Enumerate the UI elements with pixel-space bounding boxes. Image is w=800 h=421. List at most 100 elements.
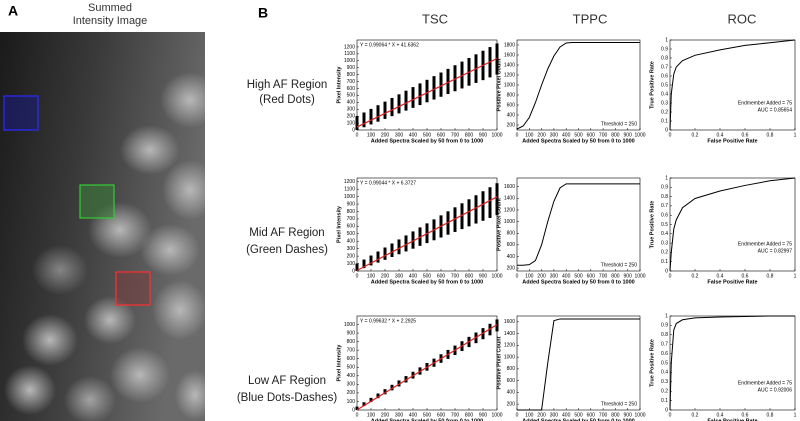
x-tick-label: 0.6 (742, 132, 749, 138)
x-tick-label: 100 (367, 412, 376, 418)
y-axis-label: Positive Pixel Count (496, 58, 502, 111)
y-tick-label: 0.7 (661, 203, 668, 209)
x-tick-label: 1000 (634, 132, 645, 138)
x-axis-label: Added Spectra Scaled by 50 from 0 to 100… (522, 138, 635, 144)
y-tick-label: 1600 (504, 184, 515, 190)
x-axis-label: False Positive Rate (707, 138, 757, 144)
row-label: High AF Region (247, 79, 328, 91)
y-tick-label: 1200 (504, 72, 515, 78)
y-tick-label: 200 (347, 253, 356, 259)
x-tick-label: 0.8 (767, 132, 774, 138)
x-tick-label: 0 (669, 412, 672, 418)
y-tick-label: 200 (347, 113, 356, 119)
x-tick-label: 0 (669, 273, 672, 279)
y-tick-label: 1400 (504, 196, 515, 202)
plot-frame (516, 39, 641, 131)
x-tick-label: 0 (356, 273, 359, 279)
x-tick-label: 1 (794, 273, 797, 279)
x-tick-label: 0 (516, 412, 519, 418)
annotation: AUC = 0.85654 (758, 107, 793, 113)
x-tick-label: 800 (465, 273, 474, 279)
row-label: (Green Dashes) (246, 244, 328, 256)
x-tick-label: 1 (794, 132, 797, 138)
x-tick-label: 0.6 (742, 412, 749, 418)
y-tick-label: 0.3 (661, 240, 668, 246)
x-tick-label: 900 (624, 273, 633, 279)
plot-frame (669, 39, 796, 131)
x-tick-label: 500 (574, 273, 583, 279)
y-tick-label: 1600 (504, 319, 515, 325)
x-axis-label: Added Spectra Scaled by 50 from 0 to 100… (522, 418, 635, 421)
x-tick-label: 0.4 (717, 273, 724, 279)
x-tick-label: 0 (516, 273, 519, 279)
y-tick-label: 500 (347, 365, 356, 371)
y-axis-label: True Positive Rate (649, 61, 655, 109)
y-tick-label: 800 (347, 72, 356, 78)
y-tick-label: 1000 (504, 219, 515, 225)
y-tick-label: 1400 (504, 331, 515, 337)
x-tick-label: 700 (599, 273, 608, 279)
column-header: TSC (422, 11, 448, 26)
y-tick-label: 0.4 (661, 370, 668, 376)
y-tick-label: 800 (347, 209, 356, 215)
y-tick-label: 700 (347, 216, 356, 222)
y-tick-label: 900 (347, 65, 356, 71)
x-tick-label: 0.8 (767, 273, 774, 279)
x-tick-label: 700 (451, 132, 460, 138)
equation: Y = 0.99064 * X + 41.6362 (360, 42, 419, 48)
y-tick-label: 0.1 (661, 259, 668, 265)
plot-frame (669, 177, 796, 272)
y-tick-label: 600 (347, 224, 356, 230)
y-tick-label: 0.6 (661, 73, 668, 79)
x-tick-label: 800 (611, 132, 620, 138)
x-tick-label: 1000 (634, 412, 645, 418)
x-tick-label: 700 (599, 412, 608, 418)
y-axis-label: True Positive Rate (649, 201, 655, 249)
x-tick-label: 600 (437, 412, 446, 418)
y-tick-label: 0.7 (661, 64, 668, 70)
y-tick-label: 0.4 (661, 231, 668, 237)
y-tick-label: 200 (507, 401, 516, 407)
y-tick-label: 0.2 (661, 250, 668, 256)
x-tick-label: 400 (409, 273, 418, 279)
y-tick-label: 0.8 (661, 55, 668, 61)
annotation: AUC = 0.82997 (758, 248, 793, 254)
y-tick-label: 400 (507, 112, 516, 118)
y-tick-label: 0.1 (661, 118, 668, 124)
y-tick-label: 0 (352, 127, 355, 133)
x-tick-label: 400 (562, 132, 571, 138)
y-tick-label: 1200 (344, 179, 355, 185)
curve (669, 315, 795, 411)
x-axis-label: Added Spectra Scaled by 50 from 0 to 100… (522, 279, 635, 285)
y-tick-label: 0.5 (661, 222, 668, 228)
x-tick-label: 1 (794, 412, 797, 418)
x-tick-label: 700 (451, 273, 460, 279)
x-tick-label: 100 (367, 132, 376, 138)
x-tick-label: 400 (409, 132, 418, 138)
y-tick-label: 0 (665, 268, 668, 274)
y-tick-label: 800 (507, 92, 516, 98)
x-tick-label: 600 (437, 273, 446, 279)
y-tick-label: 0 (665, 127, 668, 133)
panel-letter: A (8, 3, 18, 19)
x-tick-label: 400 (409, 412, 418, 418)
y-tick-label: 200 (507, 122, 516, 128)
column-header: TPPC (573, 11, 608, 26)
y-tick-label: 400 (507, 390, 516, 396)
y-tick-label: 600 (347, 356, 356, 362)
annotation: AUC = 0.92006 (758, 387, 793, 393)
y-axis-label: Pixel Intensity (336, 66, 342, 104)
x-tick-label: 400 (562, 273, 571, 279)
x-tick-label: 300 (550, 273, 559, 279)
x-tick-label: 500 (423, 273, 432, 279)
intensity-image (0, 32, 205, 421)
plot-frame (516, 177, 641, 272)
y-tick-label: 0.9 (661, 46, 668, 52)
x-tick-label: 900 (624, 132, 633, 138)
y-tick-label: 700 (347, 348, 356, 354)
y-tick-label: 800 (507, 366, 516, 372)
x-tick-label: 600 (587, 273, 596, 279)
curve (517, 318, 640, 411)
x-tick-label: 500 (574, 132, 583, 138)
